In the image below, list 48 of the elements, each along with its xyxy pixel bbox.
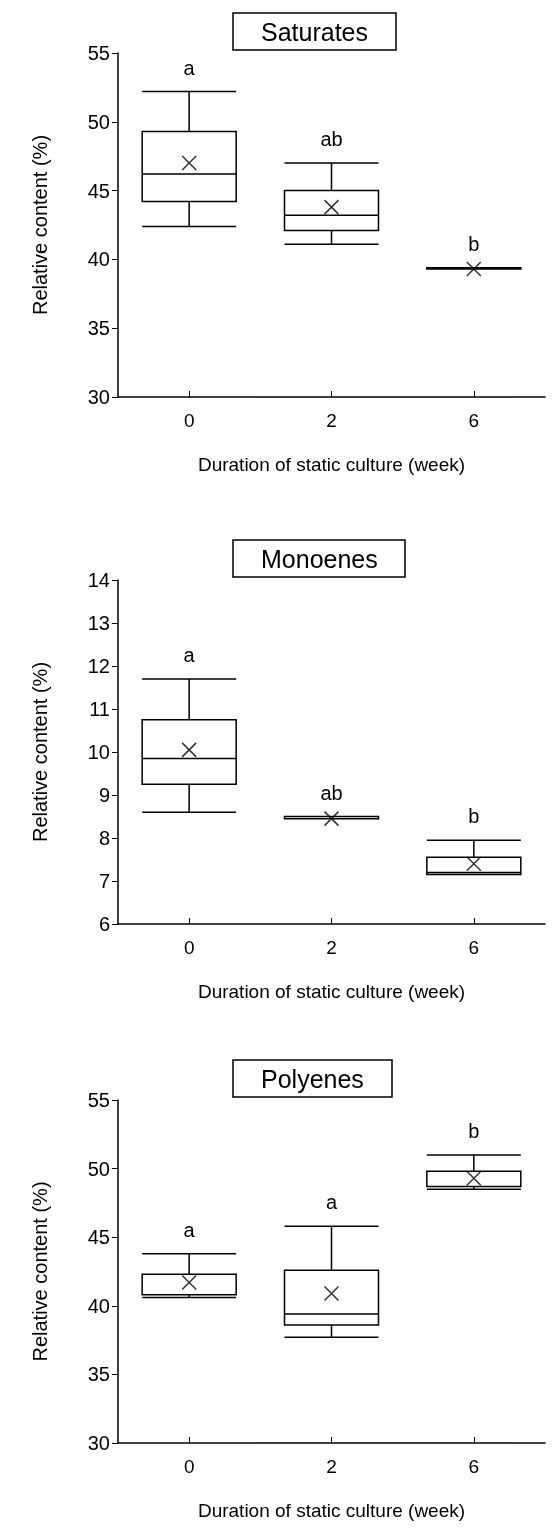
y-tick-label: 8: [98, 827, 110, 849]
annotation: a: [183, 643, 196, 666]
y-tick-label: 40: [87, 1294, 110, 1317]
x-tick-label: 0: [183, 937, 195, 958]
x-tick-label: 6: [468, 1456, 480, 1477]
x-tick-label: 0: [183, 1456, 195, 1477]
y-axis-title: Relative content (%): [29, 661, 51, 843]
x-axis-title: Duration of static culture (week): [197, 454, 466, 475]
y-tick-label: 13: [87, 612, 110, 634]
chart-title: Polyenes: [261, 1064, 364, 1093]
y-tick-label: 11: [89, 698, 110, 720]
y-tick-label: 50: [87, 110, 110, 133]
y-tick-label: 12: [87, 655, 110, 677]
y-tick-label: 40: [87, 248, 110, 271]
x-axis-title: Duration of static culture (week): [197, 1500, 466, 1521]
annotation: a: [183, 1218, 196, 1241]
annotation: a: [183, 56, 196, 79]
annotation: b: [468, 805, 480, 828]
y-tick-label: 30: [87, 386, 110, 408]
y-tick-label: 45: [87, 179, 110, 202]
x-axis-title: Duration of static culture (week): [197, 981, 466, 1002]
x-tick-label: 2: [326, 410, 337, 431]
y-tick-label: 6: [98, 913, 110, 935]
y-tick-label: 10: [87, 741, 110, 763]
y-tick-label: 50: [87, 1157, 110, 1180]
x-tick-label: 0: [183, 410, 195, 431]
y-axis-title: Relative content (%): [29, 1181, 51, 1362]
y-tick-label: 35: [87, 1363, 110, 1386]
annotation: b: [468, 232, 480, 255]
chart-title: Saturates: [261, 17, 369, 46]
annotation: ab: [320, 781, 343, 804]
y-tick-label: 7: [98, 870, 110, 892]
y-tick-label: 30: [87, 1432, 110, 1454]
y-axis-title: Relative content (%): [29, 134, 51, 316]
x-tick-label: 2: [326, 937, 337, 958]
annotation: a: [325, 1191, 338, 1214]
y-tick-label: 55: [87, 1089, 110, 1111]
y-tick-label: 45: [87, 1226, 110, 1249]
x-tick-label: 6: [468, 410, 480, 431]
x-tick-label: 2: [326, 1456, 337, 1477]
y-tick-label: 35: [87, 317, 110, 340]
annotation: ab: [320, 128, 343, 151]
x-tick-label: 6: [468, 937, 480, 958]
y-tick-label: 14: [87, 569, 110, 591]
annotation: b: [468, 1119, 480, 1142]
chart-title: Monoenes: [261, 544, 378, 573]
y-tick-label: 9: [98, 784, 110, 806]
y-tick-label: 55: [87, 42, 110, 64]
